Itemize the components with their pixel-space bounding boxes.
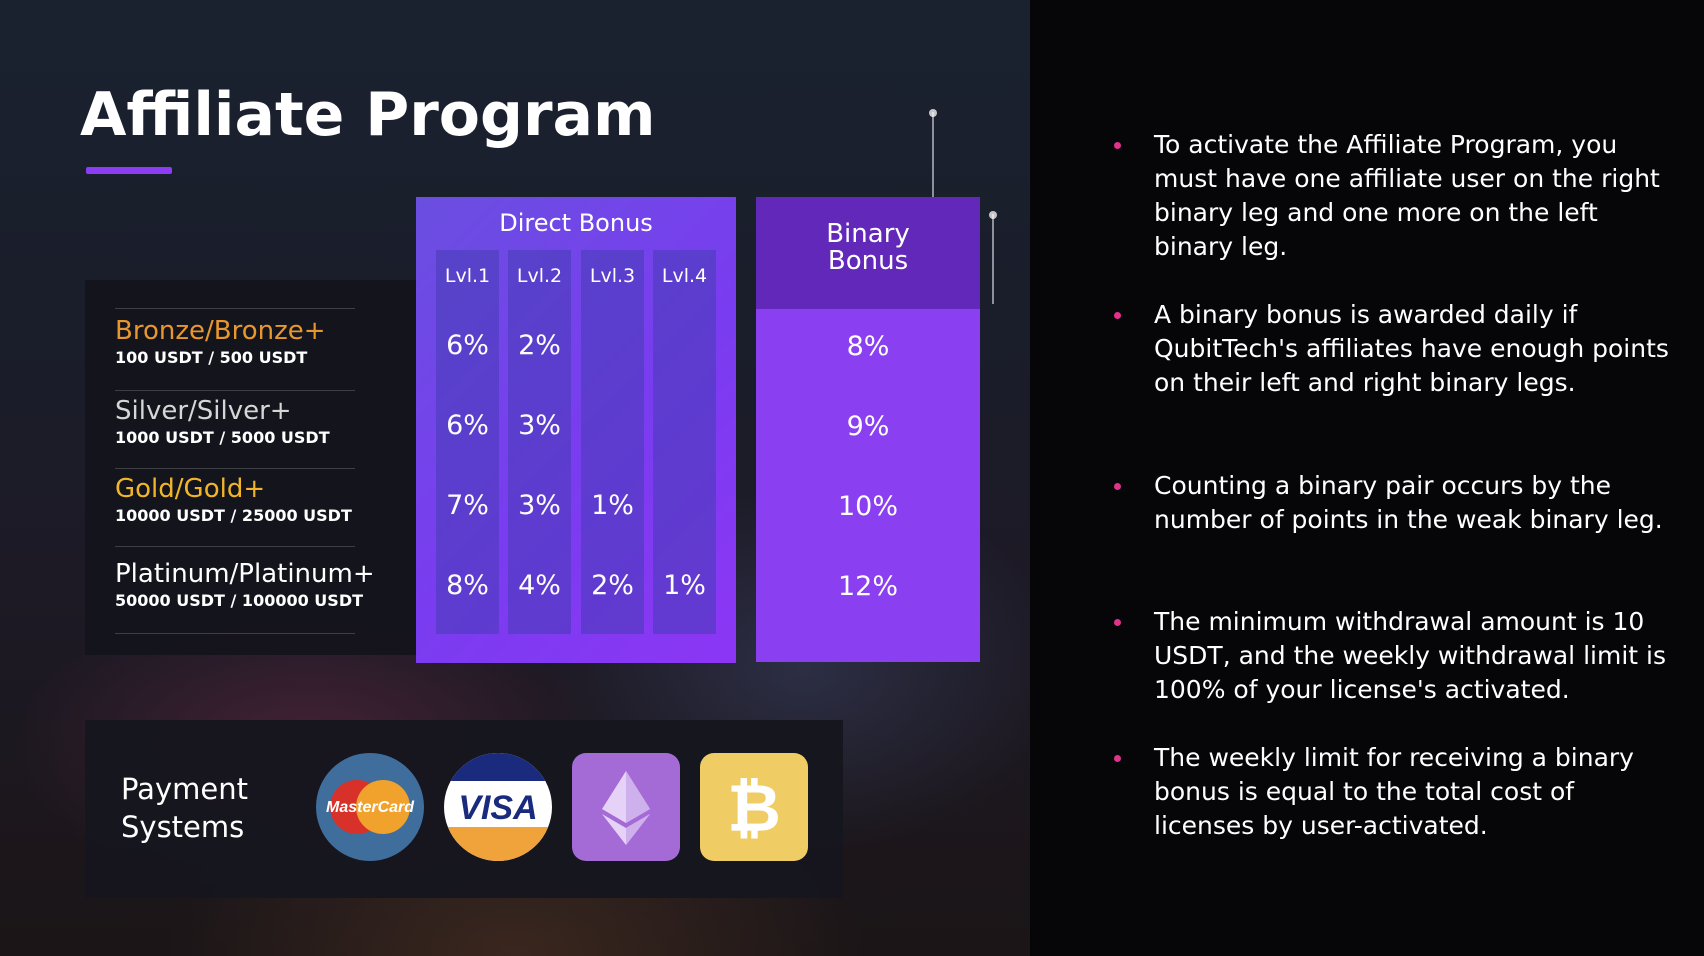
payment-label-line: Systems: [121, 810, 245, 844]
mastercard-icon: MasterCard: [316, 753, 424, 861]
bullet-dot: [1114, 312, 1121, 319]
tier-price: 1000 USDT / 5000 USDT: [115, 428, 330, 447]
bullet-dot: [1114, 619, 1121, 626]
level-column-3: Lvl.3 1% 2%: [581, 250, 644, 634]
tier-bronze: Bronze/Bronze+ 100 USDT / 500 USDT: [115, 316, 355, 367]
bullet-text: The weekly limit for receiving a binary …: [1154, 743, 1634, 840]
visa-icon: VISA: [444, 753, 552, 861]
binary-bonus-cell: 12%: [837, 571, 898, 602]
bonus-cell: 6%: [446, 410, 489, 441]
antenna-light: [989, 211, 997, 304]
bonus-cell: 4%: [518, 570, 561, 601]
visa-text: VISA: [458, 789, 537, 827]
level-header: Lvl.4: [661, 265, 708, 287]
antenna-light: [929, 109, 937, 232]
payment-systems-panel: Payment Systems MasterCard VISA: [85, 720, 843, 898]
binary-bonus-cell: 10%: [837, 491, 898, 522]
tier-gold: Gold/Gold+ 10000 USDT / 25000 USDT: [115, 474, 355, 525]
tier-divider: [115, 390, 355, 391]
tier-price: 100 USDT / 500 USDT: [115, 348, 308, 367]
tier-price: 10000 USDT / 25000 USDT: [115, 506, 352, 525]
tier-silver: Silver/Silver+ 1000 USDT / 5000 USDT: [115, 396, 355, 447]
tier-platinum: Platinum/Platinum+ 50000 USDT / 100000 U…: [115, 559, 375, 610]
tier-divider: [115, 468, 355, 469]
level-header: Lvl.1: [444, 265, 491, 287]
bonus-cell: 2%: [591, 570, 634, 601]
bonus-cell: 2%: [518, 330, 561, 361]
bonus-cell: 6%: [446, 330, 489, 361]
bitcoin-icon: ₿: [700, 753, 808, 861]
bullet-dot: [1114, 755, 1121, 762]
binary-bonus-cell: 8%: [846, 331, 890, 362]
direct-bonus-title: Direct Bonus: [499, 209, 653, 237]
level-column-2: Lvl.2 2% 3% 3% 4%: [508, 250, 571, 634]
bonus-cell: 3%: [518, 410, 561, 441]
bullet-text: Counting a binary pair occurs by the num…: [1154, 471, 1663, 534]
dark-background: [1030, 0, 1704, 956]
bullet-text: A binary bonus is awarded daily if Qubit…: [1154, 300, 1669, 397]
bullet-dot: [1114, 142, 1121, 149]
level-header: Lvl.2: [516, 265, 563, 287]
tier-panel: Bronze/Bronze+ 100 USDT / 500 USDT Silve…: [85, 280, 425, 655]
binary-title-line: Bonus: [827, 246, 909, 276]
payment-systems-label: Payment Systems: [121, 770, 248, 846]
level-header: Lvl.3: [589, 265, 636, 287]
direct-bonus-table: Direct Bonus Lvl.1 6% 6% 7% 8% Lvl.2 2% …: [416, 197, 736, 663]
tier-name: Gold/Gold+: [115, 474, 266, 504]
level-column-4: Lvl.4 1%: [653, 250, 716, 634]
bonus-cell: 1%: [591, 490, 634, 521]
bonus-cell: 7%: [446, 490, 489, 521]
mastercard-text: MasterCard: [326, 799, 415, 816]
tier-divider: [115, 546, 355, 547]
binary-bonus-cell: 9%: [846, 411, 890, 442]
bonus-cell: 3%: [518, 490, 561, 521]
ethereum-icon: [572, 753, 680, 861]
bonus-cell: 1%: [663, 570, 706, 601]
title-underline: [86, 167, 172, 174]
payment-label-line: Payment: [121, 772, 248, 806]
tier-divider: [115, 633, 355, 634]
bullet-dot: [1114, 483, 1121, 490]
svg-text:₿: ₿: [727, 770, 781, 847]
binary-bonus-title: Binary Bonus: [756, 221, 980, 275]
binary-title-line: Binary: [826, 219, 910, 249]
binary-bonus-header: Binary Bonus: [756, 197, 980, 309]
tier-name: Platinum/Platinum+: [115, 559, 375, 589]
binary-bonus-table: Binary Bonus 8% 9% 10% 12%: [756, 197, 980, 662]
tier-price: 50000 USDT / 100000 USDT: [115, 591, 364, 610]
bullet-text: The minimum withdrawal amount is 10 USDT…: [1154, 607, 1666, 704]
tier-divider: [115, 308, 355, 309]
tier-name: Bronze/Bronze+: [115, 316, 326, 346]
page-title: Affiliate Program: [80, 80, 656, 150]
tier-name: Silver/Silver+: [115, 396, 292, 426]
bullet-text: To activate the Affiliate Program, you m…: [1154, 130, 1660, 261]
level-column-1: Lvl.1 6% 6% 7% 8%: [436, 250, 499, 634]
bonus-cell: 8%: [446, 570, 489, 601]
